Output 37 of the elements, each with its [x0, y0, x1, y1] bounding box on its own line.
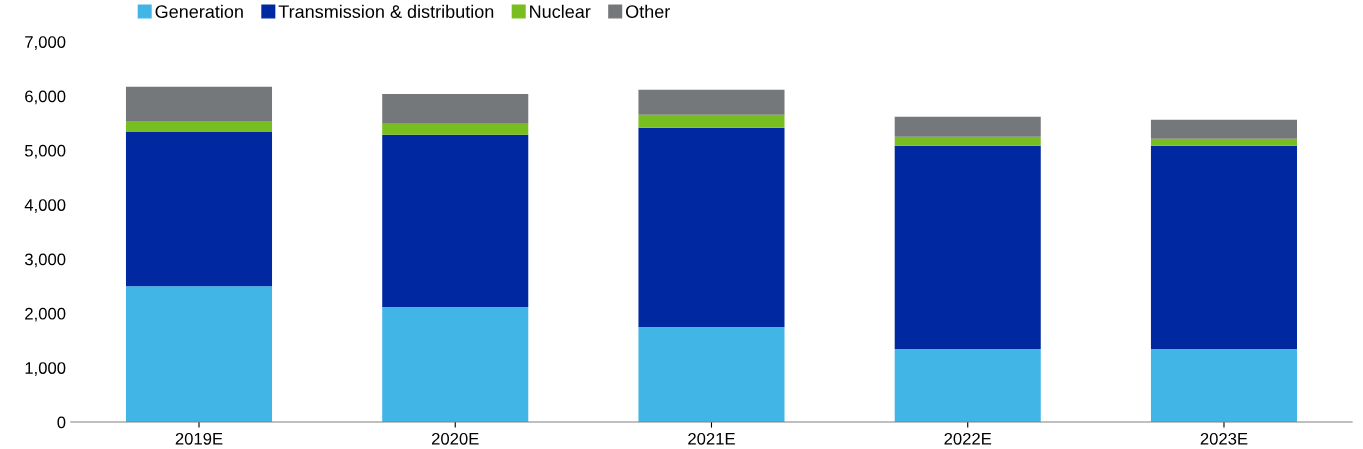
x-tick-label: 2023E	[1200, 432, 1248, 445]
legend-label: Other	[625, 4, 670, 19]
bar	[1150, 145, 1297, 349]
bar	[382, 93, 529, 124]
y-tick-label: 5,000	[24, 144, 66, 159]
y-tick-label: 7,000	[25, 36, 66, 50]
bar	[1150, 348, 1297, 423]
bar	[894, 145, 1041, 349]
bar	[382, 134, 529, 307]
x-tick-label: 2021E	[688, 432, 735, 445]
bar	[894, 136, 1041, 146]
legend-label: Nuclear	[530, 4, 591, 19]
bar	[638, 326, 785, 423]
bar	[894, 348, 1041, 423]
bar	[382, 123, 529, 135]
x-tick-label: 2019E	[175, 432, 223, 445]
legend-label: Generation	[155, 4, 243, 19]
y-tick-label: 6,000	[25, 90, 66, 105]
bar	[125, 131, 273, 287]
bar	[638, 89, 785, 115]
y-tick-label: 4,000	[24, 199, 66, 213]
bar	[125, 86, 273, 122]
bar	[125, 286, 273, 423]
bar	[1150, 138, 1297, 146]
legend-label: Transmission & distribution	[278, 4, 494, 19]
bar	[894, 116, 1041, 137]
y-tick-label: 1,000	[25, 362, 66, 376]
y-tick-label: 0	[57, 416, 66, 429]
bar	[382, 306, 529, 423]
y-tick-label: 3,000	[24, 253, 66, 268]
bar	[125, 121, 273, 132]
y-tick-label: 2,000	[25, 307, 66, 322]
bar	[638, 114, 785, 128]
bar	[638, 127, 785, 327]
x-tick-label: 2022E	[944, 432, 992, 445]
bar	[1150, 119, 1297, 139]
x-tick-label: 2020E	[431, 432, 479, 445]
